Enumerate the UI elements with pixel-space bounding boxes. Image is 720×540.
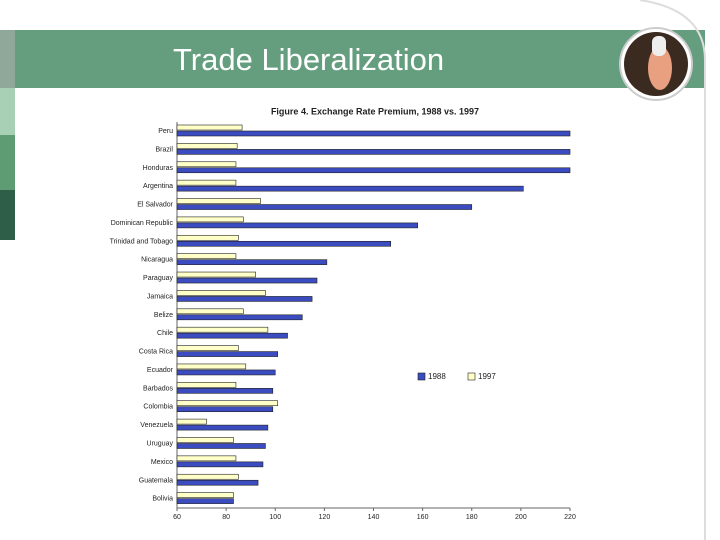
bar (176, 498, 234, 504)
bar (176, 406, 274, 413)
bar (176, 314, 303, 321)
legend-swatch (417, 372, 426, 381)
bar (176, 240, 391, 247)
bar (176, 363, 247, 370)
photo-mouse (652, 36, 666, 56)
x-tick-label: 200 (515, 514, 527, 521)
bar (176, 161, 237, 168)
y-tick-label: Peru (158, 128, 173, 135)
bar (176, 185, 524, 192)
bar (176, 253, 237, 259)
y-tick-label: Barbados (143, 385, 173, 392)
bar (176, 400, 279, 407)
bar (176, 259, 328, 265)
x-tick-label: 180 (466, 514, 478, 521)
bar (176, 443, 266, 449)
bar (176, 234, 239, 241)
side-stripe (0, 135, 15, 190)
bar (176, 143, 238, 149)
plot: 60 80 100 120 140 160 180 200 220 Peru Brazil Hondu… (110, 122, 576, 521)
legend-label: 1988 (428, 372, 446, 381)
legend-swatch (467, 372, 476, 381)
side-stripe (0, 30, 15, 88)
chart-title: Figure 4. Exchange Rate Premium, 1988 vs… (271, 106, 479, 116)
x-tick-label: 100 (269, 514, 281, 521)
bar (176, 204, 473, 210)
y-tick-label: Dominican Republic (111, 220, 174, 227)
bar (176, 332, 288, 339)
photo-hand (648, 46, 672, 90)
y-tick-label: Mexico (151, 459, 173, 466)
bar (176, 216, 244, 223)
bar (176, 382, 237, 388)
legend-box (412, 366, 510, 386)
border-curve (639, 0, 706, 540)
y-tick-label: Costa Rica (139, 349, 173, 356)
x-tick-label: 60 (173, 514, 181, 521)
y-tick-label: Honduras (143, 165, 174, 172)
bar (176, 326, 269, 333)
bar (176, 437, 234, 443)
x-tick-label: 120 (319, 514, 331, 521)
y-tick-label: Colombia (143, 404, 173, 411)
bar (176, 479, 259, 486)
bar (176, 149, 571, 155)
side-stripe (0, 88, 15, 135)
y-tick-label: Argentina (143, 183, 173, 190)
x-tick-label: 220 (564, 514, 576, 521)
side-stripe (0, 190, 15, 240)
legend-label: 1997 (478, 372, 496, 381)
y-tick-label: Paraguay (143, 275, 173, 282)
y-tick-label: Brazil (155, 146, 173, 153)
x-tick-label: 80 (222, 514, 230, 521)
bar (176, 222, 419, 229)
bar (176, 124, 243, 131)
bar (176, 296, 313, 302)
bar (176, 424, 269, 431)
bar (176, 492, 234, 498)
y-tick-label: Belize (154, 312, 173, 319)
y-tick-label: Chile (157, 330, 173, 337)
y-tick-label: Guatemala (139, 477, 173, 484)
y-tick-label: Ecuador (147, 367, 174, 374)
bar (176, 130, 571, 137)
bar (176, 290, 266, 296)
bar (176, 198, 261, 204)
bar (176, 308, 244, 315)
y-tick-label: Nicaragua (141, 257, 173, 264)
bar (176, 351, 279, 357)
slide-title: Trade Liberalization (173, 42, 444, 77)
bar (176, 277, 318, 284)
title-band (15, 30, 705, 88)
y-tick-label: Trinidad and Tobago (110, 238, 174, 245)
y-tick-label: El Salvador (137, 202, 173, 209)
bar (176, 179, 237, 186)
bar (176, 455, 237, 462)
x-tick-label: 140 (368, 514, 380, 521)
y-tick-label: Bolivia (152, 496, 173, 503)
y-tick-label: Jamaica (147, 293, 173, 300)
y-tick-label: Venezuela (140, 422, 173, 429)
bar (176, 167, 571, 174)
x-tick-label: 160 (417, 514, 429, 521)
bar (176, 461, 264, 468)
bar (176, 473, 239, 480)
bar (176, 345, 239, 351)
bar (176, 418, 207, 425)
bar (176, 388, 274, 394)
bar (176, 271, 256, 278)
y-tick-label: Uruguay (147, 441, 174, 448)
bar (176, 369, 276, 376)
